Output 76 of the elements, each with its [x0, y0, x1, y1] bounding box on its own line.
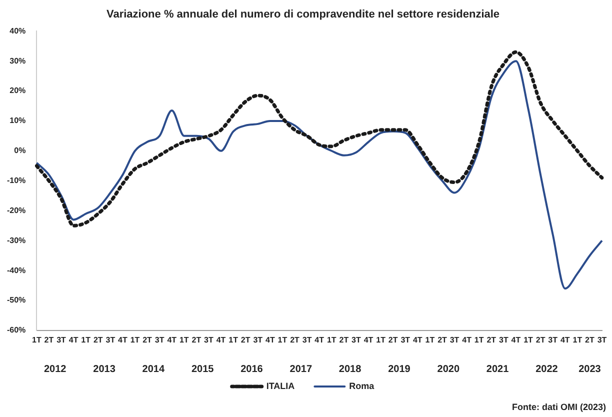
y-tick-label: 40% — [10, 26, 26, 36]
x-tick-label: 3T — [352, 335, 361, 344]
x-tick-label: 4T — [511, 335, 521, 344]
y-tick-label: 10% — [10, 116, 26, 126]
text: 2022 — [536, 364, 558, 375]
x-tick-label: 3T — [154, 335, 164, 344]
legend-label: ITALIA — [266, 380, 296, 391]
x-tick-label: 2T — [585, 335, 594, 344]
x-tick-label: 1T — [524, 335, 534, 344]
x-tick-label: 2T — [142, 335, 152, 344]
x-tick-label: 3T — [204, 335, 214, 344]
y-tick-label: -60% — [6, 326, 26, 335]
x-tick-label: 4T — [314, 335, 324, 344]
text: 2017 — [290, 364, 312, 375]
x-tick-label: 3T — [499, 335, 508, 344]
x-tick-label: 2T — [44, 335, 54, 344]
x-tick-label: 3T — [597, 335, 607, 344]
x-tick-label: 1T — [32, 335, 42, 344]
text: 2020 — [437, 364, 460, 375]
text: 2021 — [486, 364, 510, 375]
x-tick-label: 1T — [130, 335, 140, 344]
x-tick-label: 4T — [167, 335, 177, 344]
text: 2012 — [44, 364, 67, 375]
y-tick-label: -30% — [6, 236, 26, 245]
text: 2015 — [191, 364, 214, 375]
x-tick-label: 3T — [56, 335, 66, 344]
x-tick-label: 3T — [253, 335, 263, 344]
x-tick-label: 2T — [486, 335, 496, 344]
x-tick-label: 2T — [93, 335, 103, 344]
x-tick-label: 1T — [179, 335, 189, 344]
x-tick-label: 1T — [425, 335, 435, 344]
x-tick-label: 2T — [536, 335, 546, 344]
x-tick-label: 2T — [339, 335, 349, 344]
x-tick-label: 2T — [438, 335, 448, 344]
x-tick-label: 4T — [560, 335, 570, 344]
text: 2023 — [578, 364, 602, 375]
x-tick-label: 2T — [192, 335, 202, 344]
x-tick-label: 1T — [376, 335, 386, 344]
x-tick-label: 1T — [326, 335, 336, 344]
y-tick-label: -40% — [6, 266, 26, 275]
y-tick-label: -20% — [6, 206, 26, 215]
source-note: Fonte: dati OMI (2023) — [512, 402, 606, 412]
x-tick-label: 1T — [572, 335, 582, 344]
x-tick-label: 1T — [81, 335, 91, 344]
text: 2019 — [388, 364, 411, 375]
text: 2014 — [142, 364, 165, 375]
x-tick-label: 2T — [290, 335, 300, 344]
text: 2013 — [93, 364, 116, 375]
y-tick-label: 20% — [10, 86, 26, 96]
y-tick-label: 30% — [10, 56, 26, 66]
x-tick-label: 3T — [302, 335, 312, 344]
x-tick-label: 3T — [548, 335, 558, 344]
x-tick-label: 1T — [228, 335, 238, 344]
text: 2016 — [240, 364, 264, 375]
x-tick-label: 3T — [106, 335, 116, 344]
text: 2018 — [338, 364, 362, 375]
x-tick-label: 1T — [474, 335, 484, 344]
y-tick-label: 0% — [14, 146, 26, 156]
x-tick-label: 4T — [462, 335, 472, 344]
x-tick-label: 4T — [364, 335, 374, 344]
y-tick-label: -50% — [6, 296, 26, 305]
x-tick-label: 4T — [68, 335, 78, 344]
x-tick-label: 1T — [278, 335, 288, 344]
x-tick-label: 4T — [118, 335, 128, 344]
y-tick-label: -10% — [6, 176, 26, 186]
line-series — [34, 50, 604, 228]
line-series — [36, 60, 603, 290]
legend-label: Roma — [349, 380, 376, 391]
chart-title: Variazione % annuale del numero di compravendite nel settore residenziale — [106, 8, 500, 21]
x-tick-label: 2T — [388, 335, 398, 344]
x-tick-label: 4T — [266, 335, 275, 344]
x-tick-label: 4T — [216, 335, 226, 344]
x-tick-label: 3T — [400, 335, 410, 344]
x-tick-label: 4T — [412, 335, 422, 344]
x-tick-label: 2T — [240, 335, 250, 344]
x-tick-label: 3T — [450, 335, 460, 344]
